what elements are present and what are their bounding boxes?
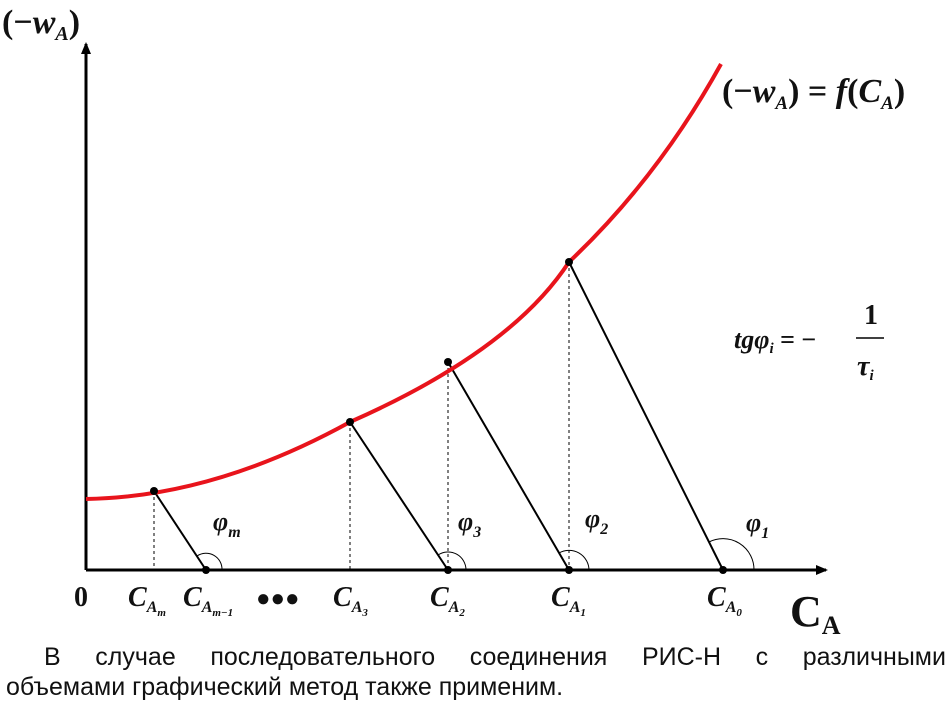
formula-numerator: 1 bbox=[864, 300, 878, 331]
x-axis-label: CA bbox=[790, 587, 841, 640]
curve-point-1 bbox=[565, 258, 573, 266]
angle-arc-1 bbox=[708, 538, 755, 571]
projection-lines bbox=[153, 262, 570, 570]
angle-label-1: φ1 bbox=[746, 508, 769, 542]
tick-label-0: CA0 bbox=[707, 582, 742, 619]
axis-point-1 bbox=[565, 566, 573, 574]
axis-point-m-1 bbox=[202, 566, 210, 574]
caption-line-1: В случае последовательного соединения РИ… bbox=[6, 642, 946, 672]
angle-label-m: φm bbox=[213, 507, 241, 541]
caption-line-2: объемами графический метод также примени… bbox=[6, 673, 564, 701]
tick-label-2: CA2 bbox=[430, 582, 465, 619]
curve-point-3 bbox=[346, 418, 354, 426]
caption-word: случае bbox=[95, 643, 176, 671]
graphical-method-diagram: (−wA) (−wA) = f(CA) tgφi = − 1 τi φm φ3 … bbox=[2, 4, 905, 640]
caption-word: последовательного bbox=[210, 643, 436, 671]
axis-point-0 bbox=[719, 566, 727, 574]
tick-label-m: CAm bbox=[128, 582, 166, 619]
angle-arc-2 bbox=[558, 549, 590, 571]
angle-label-3: φ3 bbox=[458, 507, 481, 541]
caption: В случае последовательного соединения РИ… bbox=[6, 642, 946, 702]
operating-lines bbox=[153, 261, 724, 571]
formula-denominator: τi bbox=[857, 351, 874, 384]
curve-label: (−wA) = f(CA) bbox=[722, 73, 905, 114]
rate-curve bbox=[85, 63, 723, 501]
curve-point-m bbox=[150, 487, 158, 495]
angle-label-2: φ2 bbox=[585, 504, 608, 538]
operating-line-2 bbox=[447, 361, 570, 571]
caption-word: различными bbox=[802, 643, 946, 671]
axis-points bbox=[202, 566, 727, 574]
operating-line-m bbox=[153, 490, 207, 571]
caption-word: В bbox=[44, 643, 61, 671]
tick-label-3: CA3 bbox=[333, 582, 368, 619]
angle-arc-3 bbox=[437, 551, 467, 571]
operating-line-1 bbox=[568, 261, 724, 571]
angle-arcs bbox=[196, 538, 755, 571]
origin-label: 0 bbox=[74, 582, 88, 613]
caption-word: РИС-Н bbox=[641, 643, 722, 671]
tick-label-1: CA1 bbox=[551, 582, 586, 619]
ellipsis-dots: ●●● bbox=[256, 586, 300, 612]
slope-formula: tgφi = − 1 τi bbox=[734, 300, 884, 384]
curve-points bbox=[150, 258, 573, 495]
caption-word: с bbox=[755, 643, 769, 671]
caption-word: соединения bbox=[469, 643, 608, 671]
curve-point-2 bbox=[444, 358, 452, 366]
operating-line-3 bbox=[349, 421, 449, 571]
axis-point-2 bbox=[444, 566, 452, 574]
tick-label-m-1: CAm−1 bbox=[183, 582, 233, 619]
angle-arc-m bbox=[196, 552, 223, 571]
formula-lhs: tgφi = − bbox=[734, 325, 816, 357]
y-axis-label: (−wA) bbox=[2, 4, 80, 45]
